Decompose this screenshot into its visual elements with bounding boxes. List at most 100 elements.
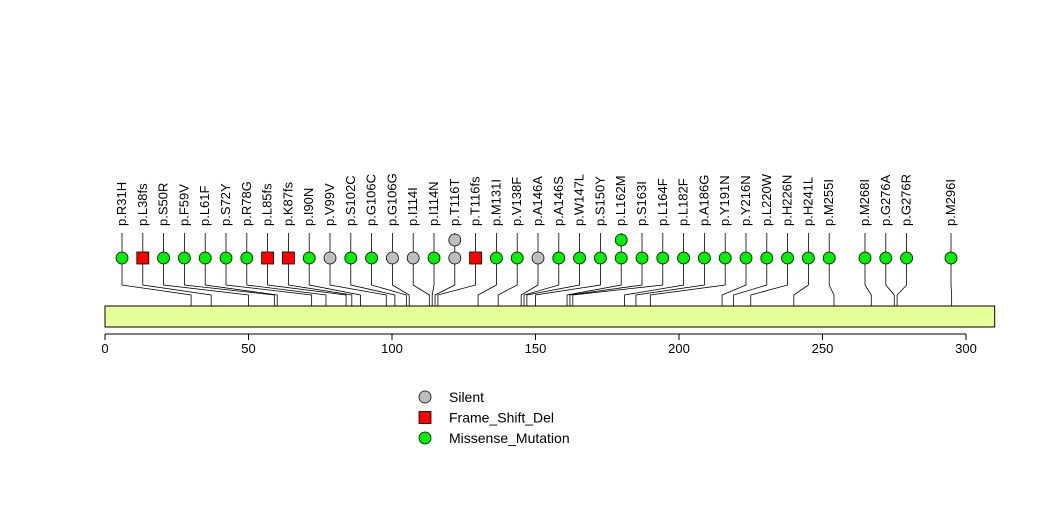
connector-p.L85fs: [267, 233, 347, 306]
mutation-label: p.F59V: [176, 184, 191, 226]
marker-p.Y216N: [739, 251, 753, 265]
mutation-label: p.S163I: [634, 181, 649, 226]
mutation-label: p.L220W: [759, 173, 774, 226]
mutation-labels: p.R31H p.L38fs p.S50R p.F59V p.L61F p.S72Y p.R…: [114, 173, 958, 226]
marker-p.L38fs: [136, 251, 150, 265]
x-tick-label-250: 250: [812, 341, 834, 356]
connector-p.Y191N: [649, 233, 726, 306]
connector-p.A146S: [523, 233, 560, 306]
mutation-label: p.R78G: [239, 181, 254, 226]
mutation-label: p.I114I: [405, 187, 420, 226]
connector-p.I114I: [412, 233, 430, 306]
marker-p.A146S: [552, 251, 566, 265]
connector-p.V138F: [497, 233, 518, 306]
marker-p.L162M: [614, 251, 628, 265]
legend-label: Missense_Mutation: [449, 430, 570, 446]
connector-p.G106C: [371, 233, 407, 306]
marker-p.G106G: [385, 251, 399, 265]
mutation-label: p.T116T: [447, 178, 462, 226]
marker-p.G276A: [879, 251, 893, 265]
mutation-label: p.M268I: [857, 179, 872, 226]
marker-p.G106C: [365, 251, 379, 265]
connector-p.L182F: [624, 233, 684, 306]
connector-p.M255I: [828, 233, 835, 306]
marker-p.V138F: [510, 251, 524, 265]
connector-p.M131I: [477, 233, 497, 306]
connector-p.M268I: [864, 233, 872, 306]
mutation-label: p.Y191N: [717, 175, 732, 226]
mutation-label: p.L182F: [676, 178, 691, 226]
mutation-label: p.G106C: [364, 174, 379, 226]
mutation-label: p.L61F: [197, 185, 212, 226]
protein-bar: [104, 305, 996, 328]
x-tick-label-150: 150: [525, 341, 547, 356]
connector-p.V99V: [329, 233, 387, 306]
connector-p.A186G: [635, 233, 705, 306]
marker-p.S72Y: [219, 251, 233, 265]
x-tick-label-300: 300: [955, 341, 977, 356]
connector-p.I114N: [431, 233, 435, 306]
mutation-markers: [115, 233, 958, 265]
connector-p.L220W: [733, 233, 768, 306]
connector-p.R78G: [246, 233, 327, 306]
x-axis: 0 50 100 150 200 250 300: [101, 333, 977, 356]
mutation-label: p.A186G: [696, 175, 711, 226]
marker-p.M131I: [489, 251, 503, 265]
mutation-label: p.G276A: [878, 174, 893, 226]
connector-p.M296I: [950, 233, 953, 306]
legend-label: Silent: [449, 389, 484, 405]
connector-p.I90N: [308, 233, 361, 306]
mutation-label: p.T116fs: [468, 176, 483, 226]
mutation-label: p.A146S: [551, 176, 566, 226]
marker-p.F59V: [177, 251, 191, 265]
mutation-label: p.I114N: [426, 181, 441, 226]
legend: Silent Frame_Shift_Del Missense_Mutation: [418, 389, 570, 446]
mutation-label: p.A146A: [530, 176, 545, 226]
mutation-label: p.H241L: [800, 177, 815, 226]
marker-p.H241L: [802, 251, 815, 265]
mutation-label: p.Y216N: [738, 175, 753, 226]
connector-p.H226N: [750, 233, 788, 306]
legend-swatch-Missense_Mutation: [418, 431, 432, 445]
marker-p.L164F: [656, 251, 670, 265]
marker-p.T116fs: [469, 251, 483, 265]
mutation-label: p.S102C: [343, 175, 358, 226]
mutation-label: p.S50R: [156, 183, 171, 226]
legend-swatch-Silent: [418, 390, 432, 404]
connector-p.G276A: [885, 233, 895, 306]
marker-p.G276R: [900, 251, 913, 265]
mutation-label: p.G276R: [899, 174, 914, 226]
marker-p.S50R: [157, 251, 171, 265]
marker-p.L61F: [198, 251, 212, 265]
marker-p.V99V: [323, 251, 337, 265]
marker-p.T116T-1: [448, 233, 462, 247]
connector-p.K87fs: [287, 233, 353, 306]
mutation-label: p.S72Y: [218, 183, 233, 226]
mutation-label: p.M296I: [943, 179, 958, 226]
mutation-label: p.W147L: [572, 174, 587, 226]
x-tick-label-200: 200: [668, 341, 690, 356]
legend-swatch-Frame_Shift_Del: [418, 411, 432, 424]
marker-p.I114N: [427, 251, 441, 265]
connector-p.R31H: [121, 233, 192, 306]
mutation-label: p.K87fs: [280, 181, 295, 226]
marker-p.M296I: [944, 251, 958, 265]
marker-p.K87fs: [281, 251, 295, 265]
mutation-label: p.V99V: [322, 183, 337, 226]
marker-p.L220W: [760, 251, 774, 265]
connector-p.S72Y: [225, 233, 313, 306]
mutation-label: p.H226N: [780, 175, 795, 226]
mutation-label: p.I90N: [301, 188, 316, 226]
mutation-label: p.S150Y: [592, 176, 607, 226]
marker-p.S102C: [344, 251, 358, 265]
marker-p.R78G: [240, 251, 254, 265]
mutation-label: p.L164F: [655, 178, 670, 226]
x-tick-label-50: 50: [241, 341, 255, 356]
mutation-label: p.L38fs: [135, 183, 150, 226]
marker-p.I114I: [406, 251, 420, 265]
connector-p.G276R: [896, 233, 907, 306]
marker-p.L162M-1: [614, 233, 628, 247]
connector-p.L61F: [204, 233, 278, 306]
mutation-label: p.L85fs: [260, 183, 275, 226]
